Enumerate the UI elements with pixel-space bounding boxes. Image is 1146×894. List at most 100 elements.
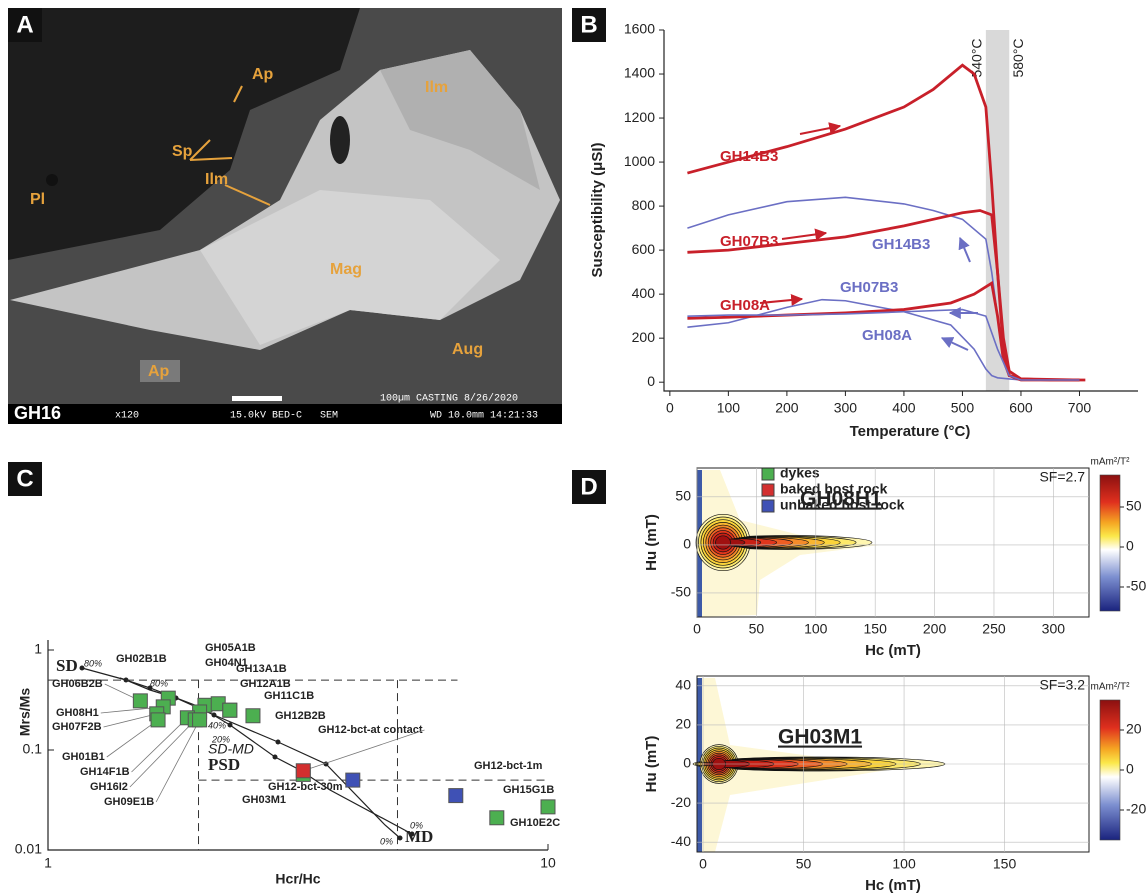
x-axis-label: Hc (mT) xyxy=(865,877,921,894)
sample-title: GH03M1 xyxy=(778,726,862,749)
legend-swatch xyxy=(762,500,774,512)
data-point xyxy=(541,800,555,814)
colorbar xyxy=(1100,475,1120,611)
panel-label: C xyxy=(16,465,33,492)
y-axis-label: Hu (mT) xyxy=(643,736,660,793)
y-tick-label: 0.01 xyxy=(15,841,42,857)
series-label: GH14B3 xyxy=(720,148,778,165)
sample-label: GH16 xyxy=(14,403,61,423)
y-tick-label: 50 xyxy=(675,488,691,504)
direction-arrows xyxy=(760,126,978,350)
colorbar-tick-label: 50 xyxy=(1126,498,1142,514)
data-point xyxy=(449,789,463,803)
y-axis-label: Susceptibility (μSI) xyxy=(589,142,606,277)
point-label: GH05A1B xyxy=(205,642,256,654)
point-label: GH09E1B xyxy=(104,796,154,808)
series-label: GH14B3 xyxy=(872,236,930,253)
x-tick-label: 50 xyxy=(749,621,765,637)
y-tick-label: 1000 xyxy=(624,153,655,169)
curie-label: 580°C xyxy=(1010,38,1026,77)
annotation: 80% xyxy=(84,658,102,668)
annotation: 20% xyxy=(211,734,230,744)
y-tick-label: -40 xyxy=(671,833,691,849)
panel-label: B xyxy=(580,11,597,38)
x-axis-label: Hc (mT) xyxy=(865,642,921,659)
y-tick-label: 1200 xyxy=(624,109,655,125)
point-label: GH03M1 xyxy=(242,794,286,806)
point-label: GH01B1 xyxy=(62,751,105,763)
y-tick-label: 0.1 xyxy=(23,741,43,757)
x-tick-label: 300 xyxy=(1042,621,1066,637)
colorbar-tick-label: 0 xyxy=(1126,538,1134,554)
image-footer: WD 10.0mm 14:21:33 xyxy=(430,411,538,422)
mineral-label: Ilm xyxy=(425,79,448,96)
y-tick-label: 0 xyxy=(647,373,655,389)
mineral-label: Mag xyxy=(330,261,362,278)
annotation: 40% xyxy=(208,720,226,730)
x-axis-label: Temperature (°C) xyxy=(850,423,971,440)
curie-band xyxy=(986,30,1009,391)
leader-line xyxy=(303,730,424,771)
series-label: GH08A xyxy=(720,297,770,314)
x-tick-label: 700 xyxy=(1068,400,1092,416)
x-tick-label: 200 xyxy=(923,621,947,637)
point-label: GH06B2B xyxy=(52,678,103,690)
point-label: GH13A1B xyxy=(236,663,287,675)
y-tick-label: 1 xyxy=(34,641,42,657)
point-label: GH15G1B xyxy=(503,784,554,796)
mineral-label: Ap xyxy=(148,363,170,380)
y-tick-label: 200 xyxy=(632,329,656,345)
y-tick-label: -20 xyxy=(671,794,691,810)
y-tick-label: 1600 xyxy=(624,21,655,37)
leader-line xyxy=(107,720,158,757)
x-tick-label: 100 xyxy=(804,621,828,637)
x-tick-label: 100 xyxy=(892,856,916,872)
series-label: GH07B3 xyxy=(720,233,778,250)
colorbar-unit: mAm²/T² xyxy=(1091,682,1131,693)
mineral-label: Sp xyxy=(172,143,193,160)
x-tick-label: 150 xyxy=(864,621,888,637)
y-tick-label: 400 xyxy=(632,285,656,301)
point-label: GH12A1B xyxy=(240,678,291,690)
point-label: GH02B1B xyxy=(116,653,167,665)
image-footer: 15.0kV BED-C xyxy=(230,410,302,422)
annotation: 80% xyxy=(150,678,168,688)
data-point xyxy=(133,694,147,708)
point-label: GH12-bct-1m xyxy=(474,760,543,772)
y-tick-label: 1400 xyxy=(624,65,655,81)
contour xyxy=(716,536,731,549)
colorbar xyxy=(1100,700,1120,840)
y-axis-label: Mrs/Ms xyxy=(17,688,33,736)
image-footer: SEM xyxy=(320,411,338,422)
data-point xyxy=(246,709,260,723)
panel-label: D xyxy=(580,473,597,500)
point-label: GH08H1 xyxy=(56,707,99,719)
mineral-label: Ilm xyxy=(205,171,228,188)
legend-swatch xyxy=(762,468,774,480)
leader-line xyxy=(130,720,195,787)
y-tick-label: 800 xyxy=(632,197,656,213)
figure: A GH16 ApIlmSpIlmPlMagAugAp100µm CASTING… xyxy=(0,0,1146,894)
annotation: SD xyxy=(56,656,78,675)
panel-label: A xyxy=(16,11,33,38)
sample-title: GH08H1 xyxy=(800,488,882,511)
point-label: GH07F2B xyxy=(52,721,102,733)
x-tick-label: 150 xyxy=(993,856,1017,872)
colorbar-unit: mAm²/T² xyxy=(1091,457,1131,468)
colorbar-tick-label: 20 xyxy=(1126,721,1142,737)
series-line xyxy=(687,310,1079,380)
y-tick-label: 40 xyxy=(675,676,691,692)
x-tick-label: 0 xyxy=(693,621,701,637)
colorbar-tick-label: 0 xyxy=(1126,761,1134,777)
x-tick-label: 500 xyxy=(951,400,975,416)
y-tick-label: 0 xyxy=(683,755,691,771)
legend-swatch xyxy=(762,484,774,496)
data-point xyxy=(346,773,360,787)
data-point xyxy=(193,713,207,727)
colorbar-tick-label: -50 xyxy=(1126,578,1146,594)
sem-image xyxy=(8,8,562,424)
data-point xyxy=(490,811,504,825)
point-label: GH11C1B xyxy=(264,690,314,702)
x-tick-label: 200 xyxy=(775,400,799,416)
x-tick-label: 250 xyxy=(982,621,1006,637)
